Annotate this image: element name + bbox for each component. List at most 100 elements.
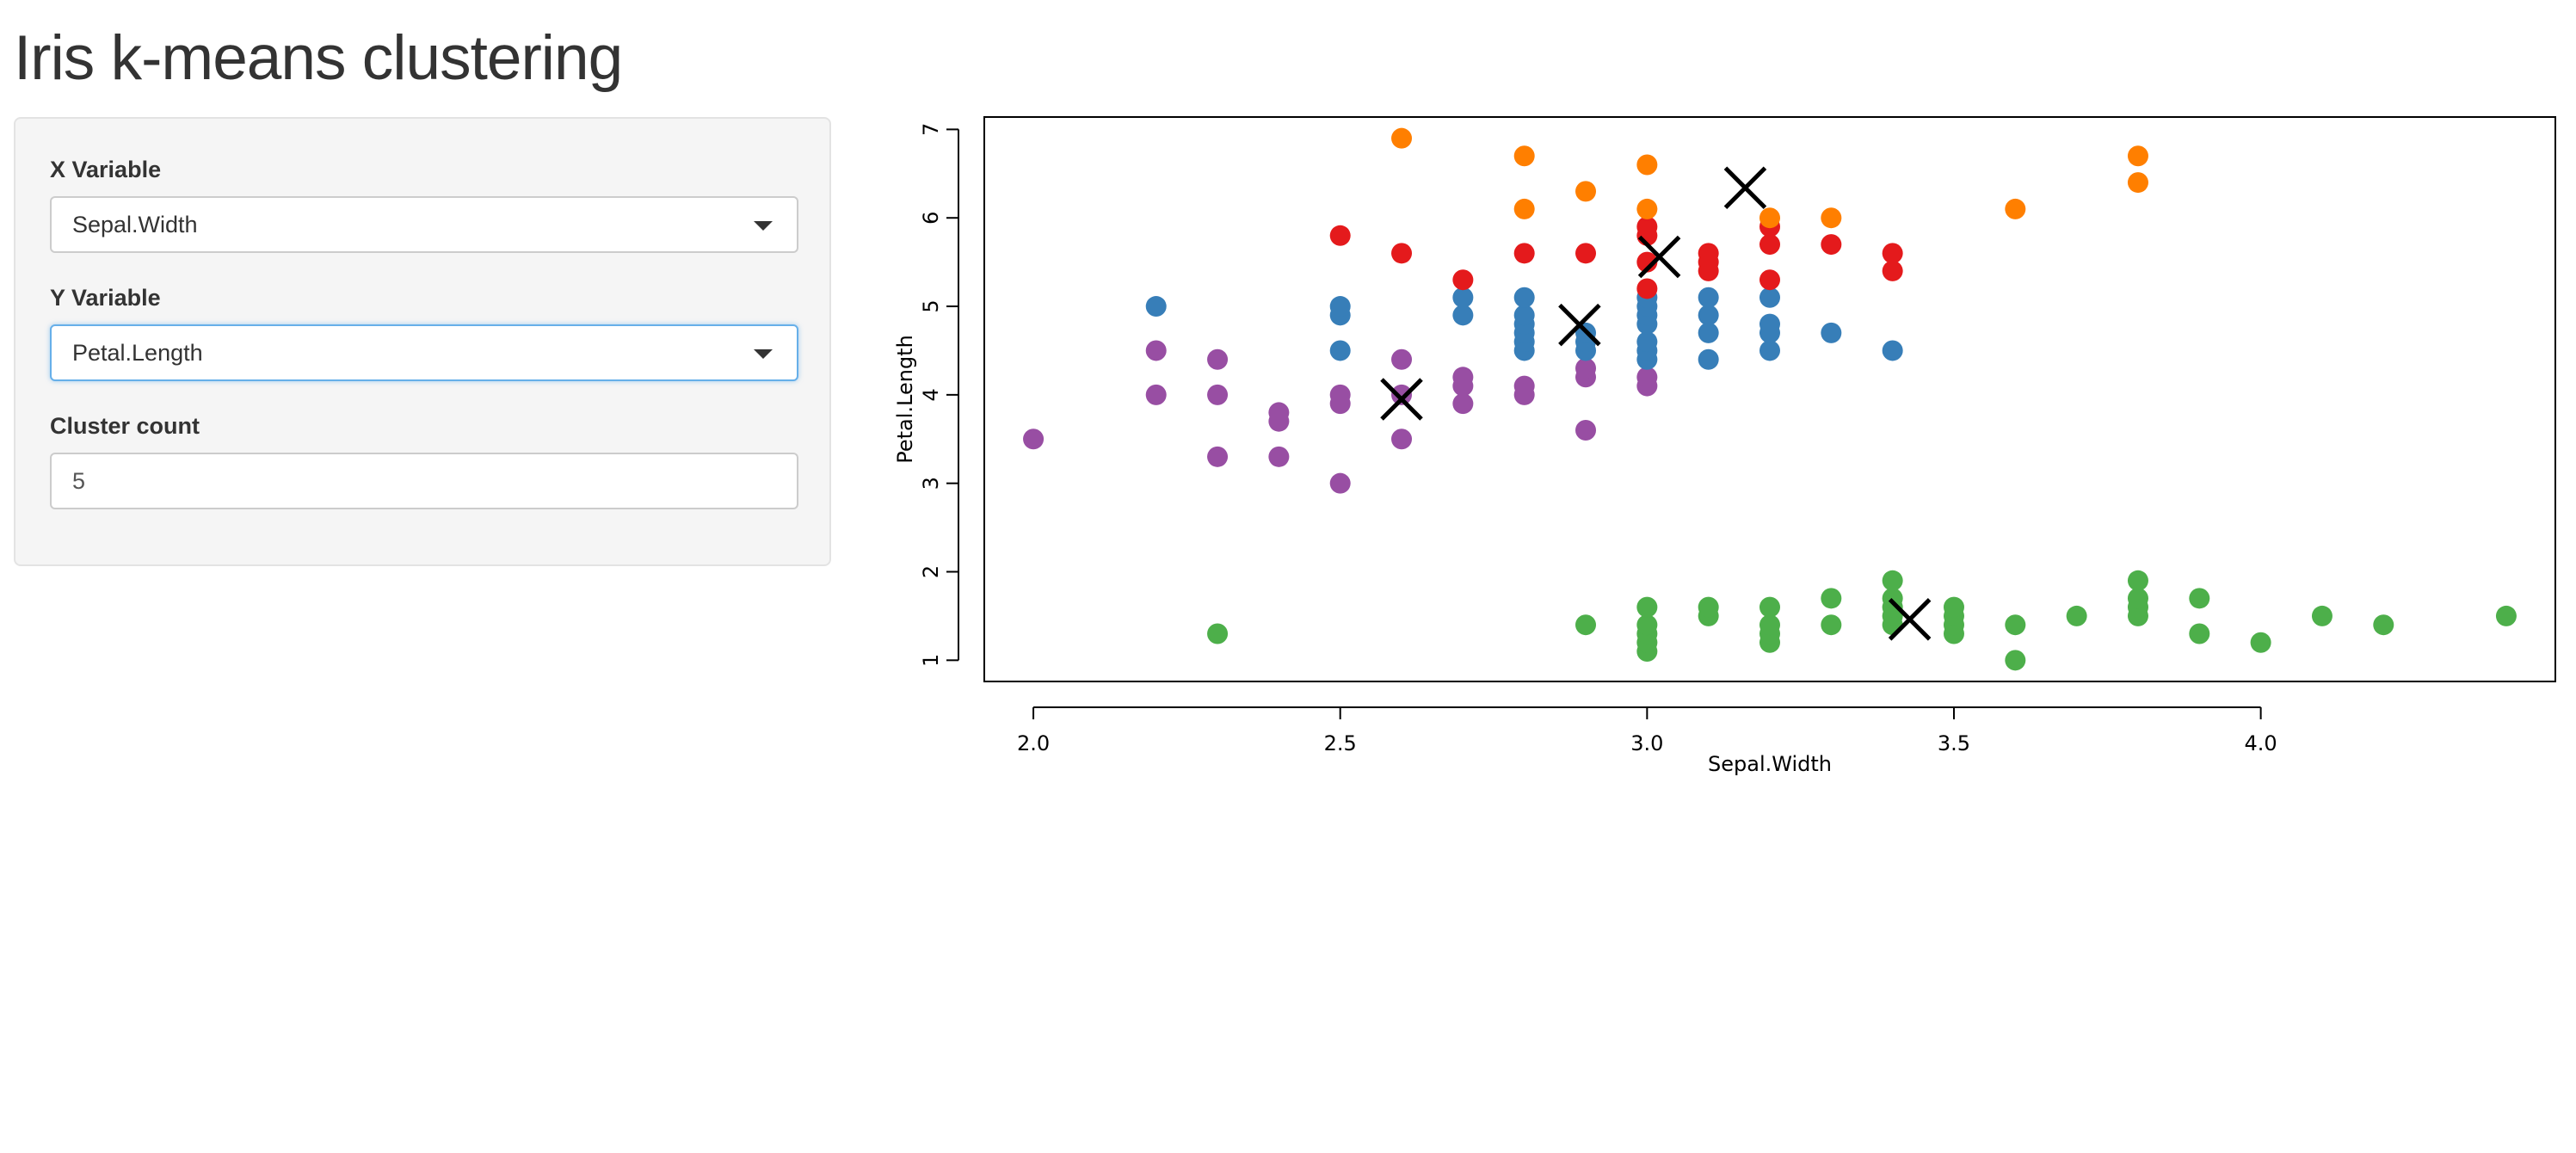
cluster-1-point — [2066, 605, 2087, 626]
y-axis-title: Petal.Length — [893, 335, 917, 464]
plot-frame — [983, 116, 2556, 682]
cluster-1-point — [1882, 588, 1903, 609]
cluster-4-point — [1329, 225, 1351, 246]
cluster-5-point — [2005, 198, 2026, 219]
x-tick-label: 3.0 — [1630, 731, 1663, 755]
cluster-2-point — [1391, 348, 1413, 370]
x-tick-label: 4.0 — [2245, 731, 2277, 755]
y-tick-label: 2 — [919, 565, 943, 578]
cluster-3-point — [1513, 305, 1535, 326]
cluster-4-point — [1636, 251, 1658, 273]
cluster-3-point — [1698, 322, 1719, 343]
cluster-3-point — [1452, 305, 1474, 326]
y-variable-select[interactable]: Petal.Length — [50, 324, 798, 381]
cluster-3-point — [1698, 287, 1719, 308]
cluster-4-point — [1882, 243, 1903, 264]
cluster-center-marker — [1637, 235, 1681, 279]
x-variable-label: X Variable — [50, 157, 162, 182]
cluster-4-point — [1759, 269, 1780, 291]
scatter-plot: 2.0 2.5 3.0 3.5 4.0 1 2 3 4 5 6 7 Sepal.Width Petal… — [893, 116, 2556, 776]
cluster-2-point — [1207, 348, 1229, 370]
cluster-5-point — [2127, 172, 2148, 194]
cluster-5-point — [1575, 181, 1597, 202]
cluster-4-point — [1575, 243, 1597, 264]
y-variable-label: Y Variable — [50, 285, 161, 311]
cluster-3-point — [1513, 287, 1535, 308]
cluster-4-point — [1513, 243, 1535, 264]
cluster-2-point — [1391, 384, 1413, 405]
cluster-center-marker — [1723, 166, 1767, 210]
y-tick-label: 5 — [919, 299, 943, 312]
cluster-3-point — [1821, 322, 1842, 343]
y-tick-label: 4 — [919, 388, 943, 401]
cluster-2-point — [1268, 446, 1290, 467]
x-variable-value: Sepal.Width — [72, 212, 198, 237]
cluster-1-point — [2250, 632, 2271, 653]
cluster-5-point — [1636, 154, 1658, 176]
x-tick-label: 3.5 — [1938, 731, 1970, 755]
page-title: Iris k-means clustering — [14, 23, 623, 93]
cluster-3-point — [1759, 287, 1780, 308]
y-tick-label: 3 — [919, 477, 943, 490]
cluster-1-point — [2127, 570, 2148, 591]
cluster-count-label: Cluster count — [50, 413, 200, 439]
cluster-3-point — [1882, 340, 1903, 361]
cluster-3-point — [1698, 348, 1719, 370]
y-tick-label: 7 — [919, 123, 943, 136]
cluster-2-point — [1207, 446, 1229, 467]
cluster-centers — [1380, 166, 1932, 641]
cluster-1-point — [1882, 570, 1903, 591]
cluster-2-point — [1023, 429, 1045, 450]
cluster-2-point — [1391, 429, 1413, 450]
cluster-2-point — [1145, 384, 1167, 405]
cluster-2-point — [1452, 367, 1474, 388]
cluster-3-point — [1759, 313, 1780, 335]
cluster-5-point — [1391, 127, 1413, 149]
cluster-2-point — [1207, 384, 1229, 405]
cluster-1-point — [1759, 614, 1780, 636]
cluster-1-point — [1821, 588, 1842, 609]
cluster-1-point — [2495, 605, 2517, 626]
x-variable-select[interactable]: Sepal.Width — [50, 196, 798, 253]
cluster-2-point — [1452, 393, 1474, 415]
cluster-1-point — [2189, 588, 2210, 609]
cluster-1-point — [1207, 623, 1229, 644]
cluster-1-point — [1575, 614, 1597, 636]
x-axis-title: Sepal.Width — [1708, 752, 1832, 776]
cluster-4-point — [1882, 260, 1903, 281]
x-tick-label: 2.5 — [1324, 731, 1357, 755]
cluster-3-point — [1452, 287, 1474, 308]
cluster-3-point — [1145, 296, 1167, 318]
plot-axes: 2.0 2.5 3.0 3.5 4.0 1 2 3 4 5 6 7 — [919, 123, 2277, 755]
cluster-5-point — [2127, 145, 2148, 167]
cluster-2-point — [1268, 402, 1290, 423]
cluster-count-input[interactable] — [50, 453, 798, 509]
cluster-2-point — [1513, 375, 1535, 397]
cluster-1-point — [2005, 650, 2026, 671]
data-points — [1023, 127, 2517, 671]
cluster-4-point — [1636, 216, 1658, 237]
sidebar-panel: X Variable Sepal.Width Y Variable Petal.… — [14, 117, 831, 566]
cluster-2-point — [1329, 384, 1351, 405]
cluster-4-point — [1452, 269, 1474, 291]
cluster-1-point — [1636, 614, 1658, 636]
cluster-4-point — [1636, 278, 1658, 299]
cluster-1-point — [2005, 614, 2026, 636]
y-tick-label: 6 — [919, 212, 943, 225]
cluster-3-point — [1329, 296, 1351, 318]
cluster-center-marker — [1380, 378, 1423, 421]
cluster-1-point — [2189, 623, 2210, 644]
cluster-5-point — [1636, 198, 1658, 219]
cluster-3-point — [1329, 340, 1351, 361]
cluster-4-point — [1698, 243, 1719, 264]
cluster-2-point — [1575, 358, 1597, 379]
chevron-down-icon — [754, 349, 773, 359]
cluster-2-point — [1329, 472, 1351, 494]
cluster-1-point — [2311, 605, 2333, 626]
cluster-3-point — [1698, 305, 1719, 326]
cluster-3-point — [1636, 331, 1658, 353]
cluster-2-point — [1636, 367, 1658, 388]
y-variable-value: Petal.Length — [72, 340, 203, 366]
cluster-1-point — [2373, 614, 2394, 636]
cluster-4-point — [1391, 243, 1413, 264]
